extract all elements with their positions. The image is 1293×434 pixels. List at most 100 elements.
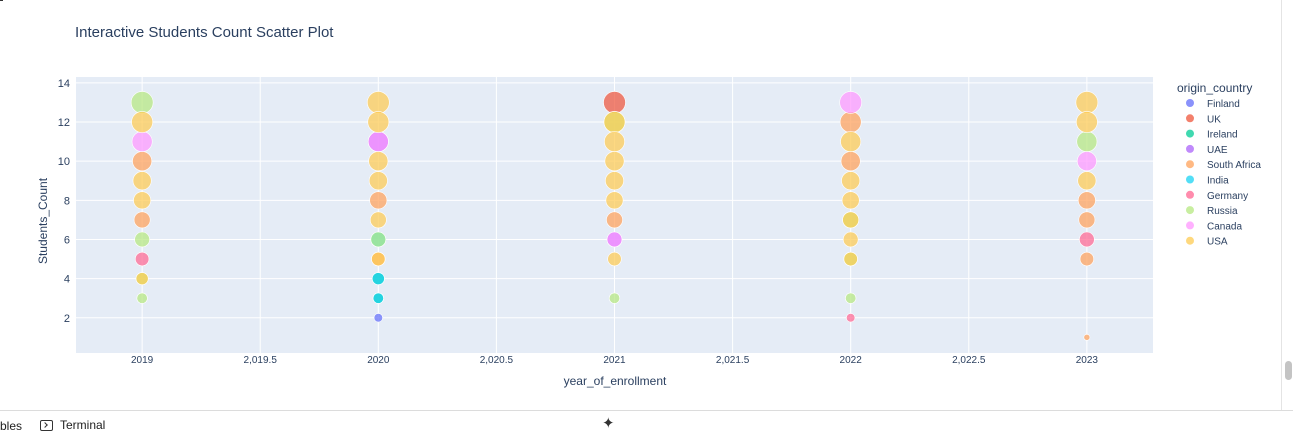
data-point[interactable] xyxy=(136,292,148,304)
data-point[interactable] xyxy=(133,211,151,229)
data-point[interactable] xyxy=(606,231,623,248)
data-point[interactable] xyxy=(841,191,860,210)
data-point[interactable] xyxy=(843,251,858,267)
data-point[interactable] xyxy=(608,292,621,304)
data-point[interactable] xyxy=(135,251,150,267)
legend-item[interactable]: Russia xyxy=(1186,206,1238,217)
data-point[interactable] xyxy=(133,191,152,210)
data-point[interactable] xyxy=(369,191,388,210)
data-point[interactable] xyxy=(841,171,861,191)
y-tick-label: 2 xyxy=(64,313,70,325)
y-tick-label: 4 xyxy=(64,274,70,286)
data-point[interactable] xyxy=(1078,211,1096,229)
x-tick-label: 2022 xyxy=(840,355,863,366)
legend-item[interactable]: UAE xyxy=(1186,144,1228,156)
x-tick-label: 2021 xyxy=(603,355,626,366)
data-point[interactable] xyxy=(603,111,626,133)
data-point[interactable] xyxy=(604,131,625,153)
legend-marker xyxy=(1186,206,1194,215)
data-point[interactable] xyxy=(603,91,626,114)
data-point[interactable] xyxy=(1075,91,1099,114)
data-point[interactable] xyxy=(842,231,859,248)
data-point[interactable] xyxy=(368,151,389,172)
legend-label: Finland xyxy=(1207,99,1240,110)
tab-variables-partial[interactable]: bles xyxy=(0,419,23,433)
data-point[interactable] xyxy=(840,131,862,153)
legend-marker xyxy=(1186,190,1194,199)
data-point[interactable] xyxy=(845,292,857,304)
sparkle-icon[interactable]: ✦ xyxy=(602,415,615,432)
legend-item[interactable]: South Africa xyxy=(1186,160,1261,171)
x-axis-label: year_of_enrollment xyxy=(564,374,667,388)
data-point[interactable] xyxy=(1083,333,1091,341)
y-tick-label: 12 xyxy=(58,117,70,129)
data-point[interactable] xyxy=(842,211,860,229)
data-point[interactable] xyxy=(371,251,386,267)
legend-label: Canada xyxy=(1207,221,1242,232)
legend-marker xyxy=(1186,236,1194,245)
data-points[interactable] xyxy=(130,91,1099,341)
legend-label: India xyxy=(1207,176,1229,187)
y-axis-ticks: 2 4 6 8 10 12 14 xyxy=(58,78,70,325)
data-point[interactable] xyxy=(132,171,152,191)
bottom-panel-bar: bles Terminal ✦ xyxy=(0,410,1293,434)
y-tick-label: 14 xyxy=(58,78,70,90)
data-point[interactable] xyxy=(370,231,387,248)
data-point[interactable] xyxy=(607,251,622,267)
vertical-scrollbar[interactable] xyxy=(1281,0,1293,410)
data-point[interactable] xyxy=(846,313,856,323)
legend-label: Ireland xyxy=(1207,130,1238,141)
data-point[interactable] xyxy=(604,151,625,172)
data-point[interactable] xyxy=(134,231,150,248)
chart-title: Interactive Students Count Scatter Plot xyxy=(75,24,334,41)
legend-marker xyxy=(1186,221,1194,230)
legend[interactable]: origin_country Finland UK Ireland UAE South … xyxy=(1177,81,1261,248)
data-point[interactable] xyxy=(132,151,153,172)
data-point[interactable] xyxy=(1077,171,1097,191)
data-point[interactable] xyxy=(1077,191,1096,210)
data-point[interactable] xyxy=(605,191,624,210)
data-point[interactable] xyxy=(606,211,623,229)
legend-item[interactable]: Germany xyxy=(1186,190,1248,202)
data-point[interactable] xyxy=(1076,151,1097,172)
terminal-icon xyxy=(40,419,53,431)
data-point[interactable] xyxy=(839,111,862,133)
data-point[interactable] xyxy=(130,91,154,114)
data-point[interactable] xyxy=(367,131,389,153)
data-point[interactable] xyxy=(368,171,388,191)
data-point[interactable] xyxy=(135,272,149,286)
data-point[interactable] xyxy=(1079,251,1094,267)
data-point[interactable] xyxy=(371,272,385,286)
data-point[interactable] xyxy=(131,131,153,153)
data-point[interactable] xyxy=(372,292,384,304)
data-point[interactable] xyxy=(1076,131,1098,153)
data-point[interactable] xyxy=(1079,231,1095,248)
data-point[interactable] xyxy=(1075,111,1098,133)
legend-marker xyxy=(1186,114,1194,123)
legend-item[interactable]: India xyxy=(1186,175,1229,187)
data-point[interactable] xyxy=(131,111,154,133)
data-point[interactable] xyxy=(839,91,862,114)
x-axis-ticks: 2019 2,019.5 2020 2,020.5 2021 2,021.5 2022 2,0… xyxy=(131,355,1098,366)
y-tick-label: 8 xyxy=(64,195,70,207)
legend-items[interactable]: Finland UK Ireland UAE South Africa India Germ… xyxy=(1186,99,1261,248)
data-point[interactable] xyxy=(367,91,390,114)
left-edge-mark xyxy=(0,0,3,5)
legend-label: USA xyxy=(1207,237,1228,248)
data-point[interactable] xyxy=(605,171,624,191)
tab-terminal[interactable]: Terminal xyxy=(40,418,105,432)
legend-marker xyxy=(1186,160,1194,169)
legend-label: UAE xyxy=(1207,145,1228,156)
data-point[interactable] xyxy=(373,313,383,323)
data-point[interactable] xyxy=(369,211,387,229)
data-point[interactable] xyxy=(840,151,861,172)
legend-label: Russia xyxy=(1207,206,1238,217)
data-point[interactable] xyxy=(367,111,390,133)
legend-item[interactable]: UK xyxy=(1186,114,1221,125)
legend-label: UK xyxy=(1207,114,1221,125)
legend-item[interactable]: Finland xyxy=(1186,99,1240,110)
scrollbar-thumb[interactable] xyxy=(1285,361,1292,380)
legend-item[interactable]: Canada xyxy=(1186,221,1242,232)
legend-item[interactable]: Ireland xyxy=(1186,129,1238,141)
legend-item[interactable]: USA xyxy=(1186,236,1228,248)
